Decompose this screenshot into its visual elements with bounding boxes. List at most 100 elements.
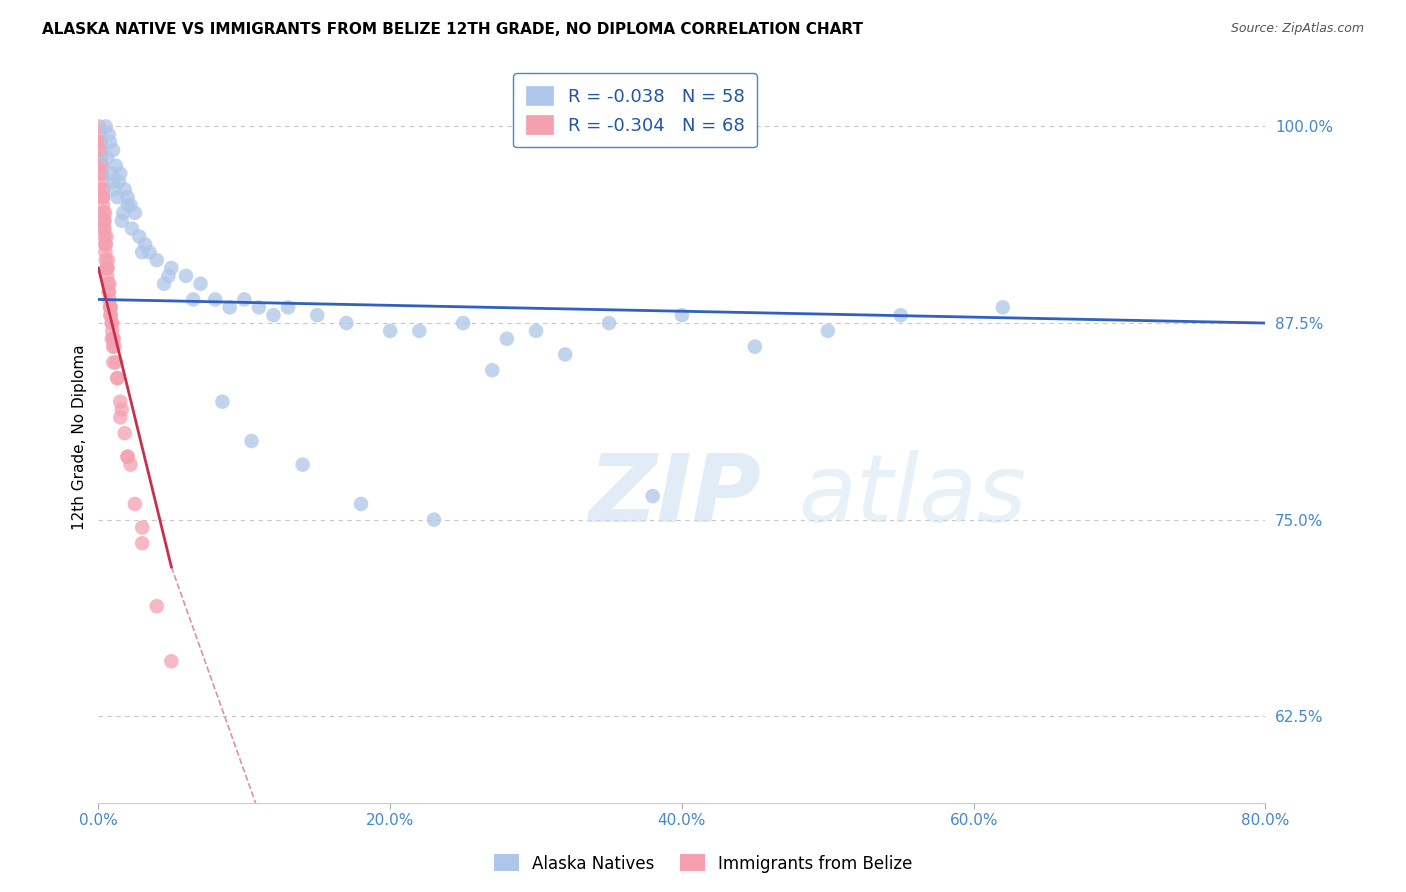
Point: [112, 206, 135, 220]
Point: [97, 253, 120, 268]
Point: [90, 135, 112, 149]
Point: [96, 260, 118, 275]
Point: [307, 308, 329, 322]
Point: [117, 450, 139, 464]
Point: [641, 489, 664, 503]
Point: [190, 277, 212, 291]
Point: [181, 293, 204, 307]
Point: [335, 316, 357, 330]
Point: [991, 301, 1014, 315]
Point: [350, 497, 373, 511]
Point: [97, 285, 120, 299]
Text: ALASKA NATIVE VS IMMIGRANTS FROM BELIZE 12TH GRADE, NO DIPLOMA CORRELATION CHART: ALASKA NATIVE VS IMMIGRANTS FROM BELIZE …: [42, 22, 863, 37]
Point: [97, 128, 120, 142]
Point: [131, 520, 153, 534]
Point: [101, 174, 124, 188]
Point: [233, 293, 256, 307]
Point: [93, 206, 115, 220]
Point: [98, 135, 121, 149]
Point: [98, 277, 121, 291]
Point: [89, 135, 111, 149]
Point: [104, 159, 127, 173]
Point: [111, 214, 134, 228]
Point: [91, 190, 114, 204]
Point: [91, 174, 114, 188]
Point: [114, 426, 136, 441]
Point: [93, 214, 115, 228]
Point: [146, 253, 169, 268]
Point: [277, 301, 299, 315]
Point: [108, 174, 131, 188]
Point: [103, 182, 125, 196]
Point: [100, 308, 122, 322]
Point: [97, 285, 120, 299]
Y-axis label: 12th Grade, No Diploma: 12th Grade, No Diploma: [72, 344, 87, 530]
Point: [124, 497, 146, 511]
Point: [98, 301, 121, 315]
Point: [131, 536, 153, 550]
Point: [93, 182, 115, 196]
Point: [110, 394, 132, 409]
Point: [451, 316, 474, 330]
Point: [101, 324, 124, 338]
Point: [89, 143, 111, 157]
Point: [91, 182, 114, 196]
Point: [94, 245, 117, 260]
Point: [103, 340, 125, 354]
Point: [101, 340, 124, 354]
Point: [423, 513, 446, 527]
Point: [408, 324, 430, 338]
Point: [174, 268, 197, 283]
Point: [105, 190, 128, 204]
Point: [160, 654, 183, 668]
Text: ZIP: ZIP: [589, 450, 762, 541]
Point: [105, 371, 128, 385]
Point: [98, 301, 121, 315]
Point: [94, 120, 117, 134]
Point: [100, 167, 122, 181]
Point: [103, 355, 125, 369]
Point: [93, 214, 115, 228]
Point: [90, 167, 112, 181]
Point: [131, 245, 153, 260]
Point: [94, 253, 117, 268]
Point: [153, 277, 176, 291]
Point: [160, 260, 183, 275]
Point: [744, 340, 766, 354]
Text: Source: ZipAtlas.com: Source: ZipAtlas.com: [1230, 22, 1364, 36]
Point: [138, 245, 160, 260]
Point: [146, 599, 169, 614]
Point: [598, 316, 620, 330]
Point: [117, 198, 139, 212]
Point: [100, 308, 122, 322]
Point: [90, 159, 112, 173]
Point: [101, 316, 124, 330]
Point: [89, 128, 111, 142]
Legend: R = -0.038   N = 58, R = -0.304   N = 68: R = -0.038 N = 58, R = -0.304 N = 68: [513, 73, 756, 147]
Point: [96, 260, 118, 275]
Point: [90, 151, 112, 165]
Point: [105, 371, 128, 385]
Point: [96, 229, 118, 244]
Point: [554, 347, 576, 361]
Point: [96, 260, 118, 275]
Point: [114, 182, 136, 196]
Point: [104, 355, 127, 369]
Point: [124, 206, 146, 220]
Point: [91, 159, 114, 173]
Point: [110, 167, 132, 181]
Point: [91, 198, 114, 212]
Point: [94, 237, 117, 252]
Point: [101, 332, 124, 346]
Point: [240, 434, 263, 448]
Point: [89, 120, 111, 134]
Point: [90, 143, 112, 157]
Point: [291, 458, 314, 472]
Point: [120, 458, 142, 472]
Point: [90, 167, 112, 181]
Point: [101, 332, 124, 346]
Point: [100, 316, 122, 330]
Point: [134, 237, 156, 252]
Point: [93, 221, 115, 235]
Point: [100, 301, 122, 315]
